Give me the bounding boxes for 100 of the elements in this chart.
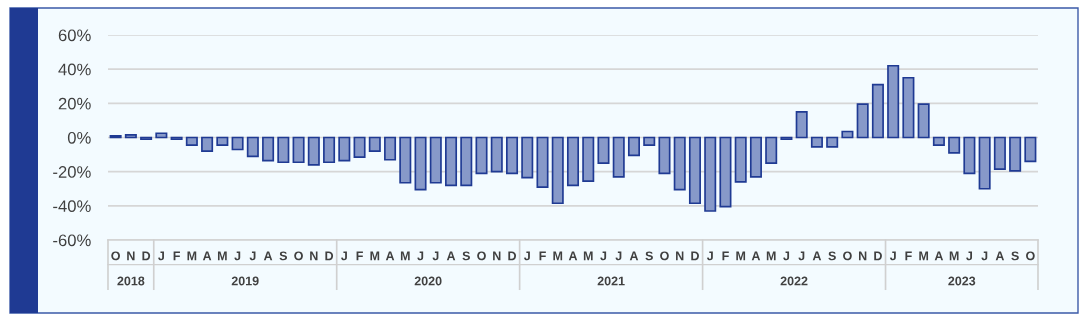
- y-tick-label: 60%: [58, 29, 91, 42]
- x-tick-label: D: [325, 251, 334, 261]
- bar: [795, 111, 808, 139]
- x-tick-label: F: [722, 251, 729, 261]
- bar: [765, 136, 778, 164]
- y-tick-label: 20%: [58, 97, 91, 110]
- x-tick-label: J: [966, 251, 973, 261]
- y-tick-label: -20%: [53, 166, 91, 178]
- x-tick-label: A: [934, 251, 944, 261]
- bar: [521, 136, 534, 179]
- x-tick-label: J: [783, 251, 790, 261]
- bar: [292, 136, 305, 164]
- bar: [124, 134, 137, 139]
- x-tick-label: J: [249, 251, 256, 261]
- x-tick-label: A: [202, 251, 212, 261]
- bar: [277, 136, 290, 164]
- bar: [734, 136, 747, 183]
- bar: [749, 136, 762, 178]
- x-tick-label: J: [889, 251, 896, 261]
- text: 2020: [414, 276, 442, 286]
- x-tick-label: F: [905, 251, 912, 261]
- bar: [353, 136, 366, 158]
- x-tick-label: A: [812, 251, 822, 261]
- x-tick-label: S: [279, 251, 288, 261]
- text: 2018: [117, 276, 145, 286]
- x-tick-label: N: [493, 251, 501, 261]
- x-tick-label: N: [676, 251, 684, 261]
- text: 2022: [780, 276, 808, 286]
- y-tick-label: -40%: [53, 200, 91, 213]
- x-tick-label: J: [600, 251, 607, 261]
- bar: [566, 136, 580, 187]
- x-tick-label: D: [691, 251, 699, 261]
- bar: [216, 136, 229, 147]
- x-tick-label: O: [111, 251, 120, 261]
- bar: [475, 136, 488, 175]
- x-tick-label: D: [142, 251, 151, 261]
- bar: [643, 136, 656, 147]
- x-tick-label: F: [356, 251, 363, 261]
- bar: [963, 136, 976, 175]
- bar: [719, 136, 732, 208]
- bar: [810, 136, 823, 148]
- bar: [323, 136, 336, 164]
- bar: [262, 136, 275, 162]
- x-tick-label: N: [858, 251, 867, 261]
- bar: [582, 136, 595, 182]
- bar: [658, 136, 671, 175]
- x-tick-label: J: [706, 251, 713, 261]
- x-tick-label: A: [385, 251, 395, 261]
- bar: [902, 76, 915, 139]
- x-tick-label: N: [310, 251, 318, 261]
- x-tick-label: M: [553, 251, 563, 261]
- text: 2021: [597, 276, 625, 286]
- x-tick-label: J: [234, 251, 241, 261]
- bar: [429, 136, 442, 184]
- x-tick-label: D: [508, 251, 516, 261]
- x-tick-label: A: [995, 251, 1005, 261]
- bar: [688, 136, 701, 205]
- bar: [505, 136, 519, 175]
- x-tick-label: A: [263, 251, 273, 261]
- bar: [246, 136, 259, 158]
- x-tick-label: M: [766, 251, 776, 261]
- bar: [932, 136, 945, 147]
- x-tick-label: J: [158, 251, 164, 261]
- x-tick-label: J: [417, 251, 424, 261]
- bar: [551, 136, 564, 205]
- bar: [536, 136, 549, 188]
- x-tick-label: A: [568, 251, 578, 261]
- x-tick-label: S: [828, 251, 836, 261]
- bar: [597, 136, 610, 164]
- bar: [368, 136, 381, 153]
- bar: [887, 64, 900, 139]
- x-tick-label: O: [477, 251, 486, 261]
- bar: [627, 136, 641, 157]
- x-tick-label: M: [370, 251, 380, 261]
- bar: [490, 136, 503, 173]
- x-tick-label: S: [462, 251, 470, 261]
- x-tick-label: A: [629, 251, 639, 261]
- x-tick-label: M: [919, 251, 929, 261]
- x-tick-label: O: [294, 251, 303, 261]
- bar: [399, 136, 412, 184]
- x-tick-label: J: [432, 251, 439, 261]
- x-tick-label: O: [660, 251, 669, 261]
- bar: [993, 136, 1006, 170]
- bar: [826, 136, 839, 148]
- x-tick-label: M: [187, 251, 197, 261]
- bar: [307, 136, 320, 166]
- x-tick-label: F: [173, 251, 180, 261]
- bar: [856, 103, 869, 139]
- x-tick-label: M: [217, 251, 227, 261]
- x-tick-label: F: [539, 251, 546, 261]
- bar: [460, 136, 473, 187]
- x-tick-label: M: [583, 251, 593, 261]
- y-tick-label: 0%: [67, 131, 91, 144]
- bar: [978, 136, 991, 190]
- bar: [871, 83, 884, 139]
- x-tick-label: J: [981, 251, 988, 261]
- bar: [612, 136, 625, 178]
- bar: [445, 136, 458, 187]
- bar: [917, 103, 930, 139]
- bar: [414, 136, 427, 191]
